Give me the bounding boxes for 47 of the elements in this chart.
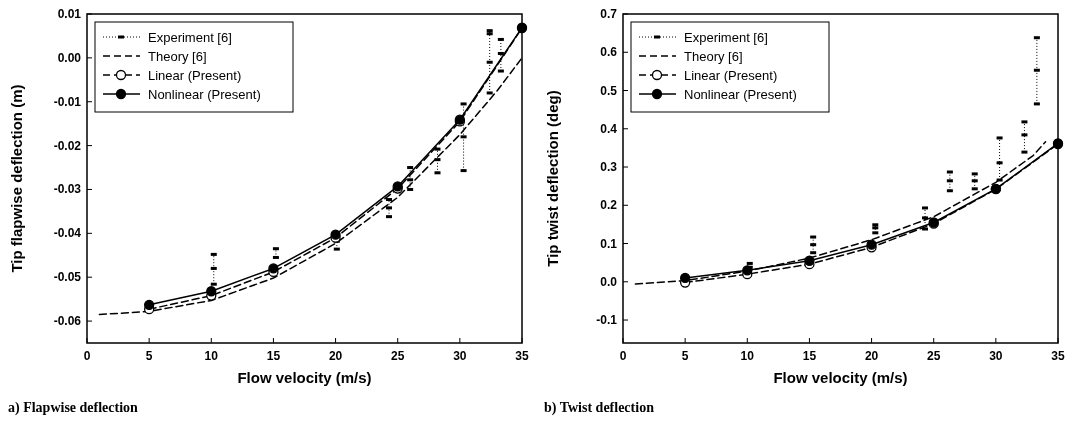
legend-label: Linear (Present) xyxy=(684,68,778,83)
x-tick-label: 5 xyxy=(145,349,153,363)
y-tick-label: -0.03 xyxy=(53,182,82,197)
legend-label: Linear (Present) xyxy=(148,68,242,83)
x-tick-label: 15 xyxy=(802,349,817,363)
x-tick-label: 10 xyxy=(204,349,219,363)
y-tick-label: -0.1 xyxy=(596,313,618,328)
y-tick-label: -0.02 xyxy=(53,138,82,153)
y-tick-label: 0.00 xyxy=(57,50,82,65)
x-tick-label: 20 xyxy=(864,349,879,363)
y-tick-label: 0.3 xyxy=(600,160,618,175)
x-tick-label: 20 xyxy=(328,349,343,363)
x-tick-label: 5 xyxy=(681,349,689,363)
x-tick-label: 10 xyxy=(740,349,755,363)
y-tick-label: 0.4 xyxy=(600,121,618,136)
x-tick-label: 25 xyxy=(391,349,405,363)
legend-label: Nonlinear (Present) xyxy=(684,87,797,102)
y-tick-label: 0.6 xyxy=(600,45,618,60)
text: b) Twist deflection xyxy=(544,400,655,416)
x-tick-label: 25 xyxy=(927,349,941,363)
x-tick-label: 30 xyxy=(989,349,1003,363)
x-tick-label: 15 xyxy=(266,349,281,363)
legend-label: Nonlinear (Present) xyxy=(148,87,261,102)
y-tick-label: -0.05 xyxy=(53,270,82,285)
y-tick-label: -0.06 xyxy=(53,314,82,329)
y-tick-label: 0.1 xyxy=(600,236,618,251)
x-tick-label: 30 xyxy=(453,349,467,363)
y-tick-label: 0.01 xyxy=(57,7,82,21)
y-axis-title: Tip twist deflection (deg) xyxy=(544,90,561,267)
legend-label: Experiment [6] xyxy=(684,30,768,45)
legend-label: Experiment [6] xyxy=(148,30,232,45)
y-tick-label: 0.2 xyxy=(600,198,618,213)
y-tick-label: -0.04 xyxy=(53,226,82,241)
y-tick-label: -0.01 xyxy=(53,94,82,109)
x-tick-label: 35 xyxy=(515,349,529,363)
x-tick-label: 35 xyxy=(1051,349,1065,363)
y-axis-title: Tip flapwise deflection (m) xyxy=(8,84,25,273)
x-axis-title: Flow velocity (m/s) xyxy=(237,369,372,386)
text: a) Flapwise deflection xyxy=(8,400,139,416)
x-tick-label: 0 xyxy=(619,349,627,363)
y-tick-label: 0.7 xyxy=(600,7,618,21)
y-tick-label: 0.0 xyxy=(600,274,618,289)
x-axis-title: Flow velocity (m/s) xyxy=(773,369,908,386)
x-tick-label: 0 xyxy=(83,349,91,363)
y-tick-label: 0.5 xyxy=(600,83,618,98)
legend-label: Theory [6] xyxy=(148,49,207,64)
legend-label: Theory [6] xyxy=(684,49,743,64)
